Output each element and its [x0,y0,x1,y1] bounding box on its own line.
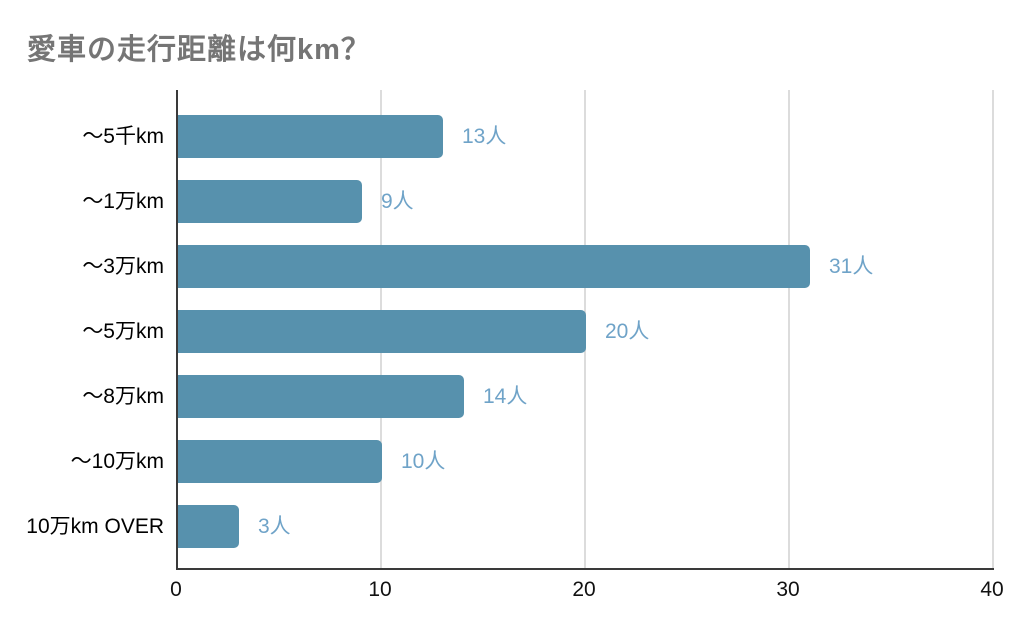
x-tick-label: 10 [368,578,392,601]
chart-title: 愛車の走行距離は何km？ [27,34,371,66]
x-tick-label: 30 [776,578,800,601]
x-tick-label: 40 [980,578,1004,601]
gridline [992,90,994,568]
bar-value-label: 10人 [401,450,446,473]
bar-6 [178,440,382,483]
bar-1 [178,115,443,158]
bar-5 [178,375,464,418]
gridline [788,90,790,568]
category-label: ～5万km [82,319,164,343]
category-label: ～8万km [82,384,164,408]
bar-value-label: 31人 [829,255,874,278]
bar-3 [178,245,810,288]
bar-value-label: 14人 [483,385,528,408]
bar-value-label: 13人 [462,125,507,148]
category-label: 10万km OVER [26,514,164,538]
plot-area: 13人 9人 31人 20人 14人 10人 3人 [176,90,994,570]
category-label: ～10万km [70,449,164,473]
bar-value-label: 9人 [381,190,414,213]
bar-2 [178,180,362,223]
category-label: ～1万km [82,189,164,213]
category-label: ～5千km [82,124,164,148]
x-tick-label: 20 [572,578,596,601]
bar-value-label: 3人 [258,515,291,538]
x-tick-label: 0 [170,578,182,601]
bar-value-label: 20人 [605,320,650,343]
bar-4 [178,310,586,353]
category-label: ～3万km [82,254,164,278]
bar-7 [178,505,239,548]
